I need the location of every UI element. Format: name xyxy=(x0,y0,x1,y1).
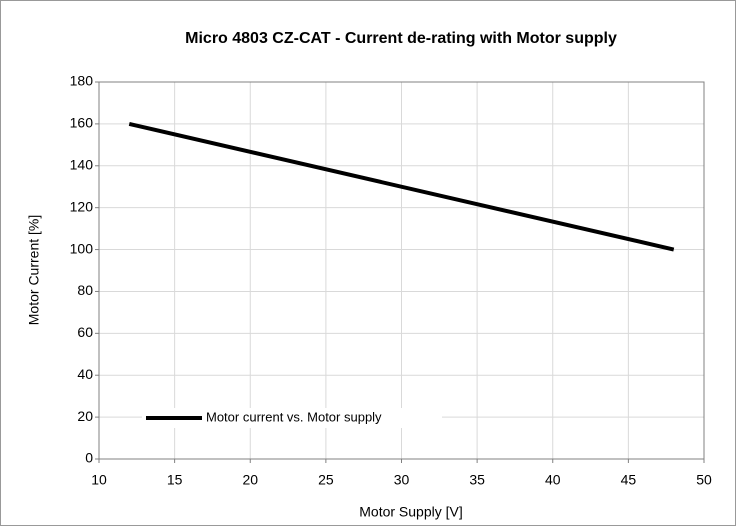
x-tick-label: 50 xyxy=(696,472,712,488)
x-tick-label: 20 xyxy=(242,472,258,488)
x-tick-label: 40 xyxy=(545,472,561,488)
x-axis-label: Motor Supply [V] xyxy=(359,504,463,520)
chart-title: Micro 4803 CZ-CAT - Current de-rating wi… xyxy=(185,30,617,47)
y-tick-label: 20 xyxy=(77,408,93,424)
y-tick-label: 0 xyxy=(85,450,93,466)
data-line xyxy=(128,121,675,252)
x-tick-label: 35 xyxy=(469,472,485,488)
y-tick-label: 100 xyxy=(70,240,94,256)
y-tick-label: 120 xyxy=(70,198,94,214)
y-axis-label: Motor Current [%] xyxy=(26,215,42,325)
y-tick-label: 60 xyxy=(77,324,93,340)
legend-bg xyxy=(142,408,442,428)
x-tick-label: 10 xyxy=(91,472,107,488)
y-tick-label: 80 xyxy=(77,282,93,298)
y-tick-label: 40 xyxy=(77,366,93,382)
y-tick-label: 160 xyxy=(70,115,94,131)
x-tick-label: 30 xyxy=(394,472,410,488)
x-tick-label: 45 xyxy=(621,472,637,488)
plot-border xyxy=(98,81,705,460)
y-tick-label: 180 xyxy=(70,73,94,89)
y-tick-label: 140 xyxy=(70,156,94,172)
x-tick-label: 15 xyxy=(167,472,183,488)
x-tick-label: 25 xyxy=(318,472,334,488)
legend-label: Motor current vs. Motor supply xyxy=(206,409,382,424)
